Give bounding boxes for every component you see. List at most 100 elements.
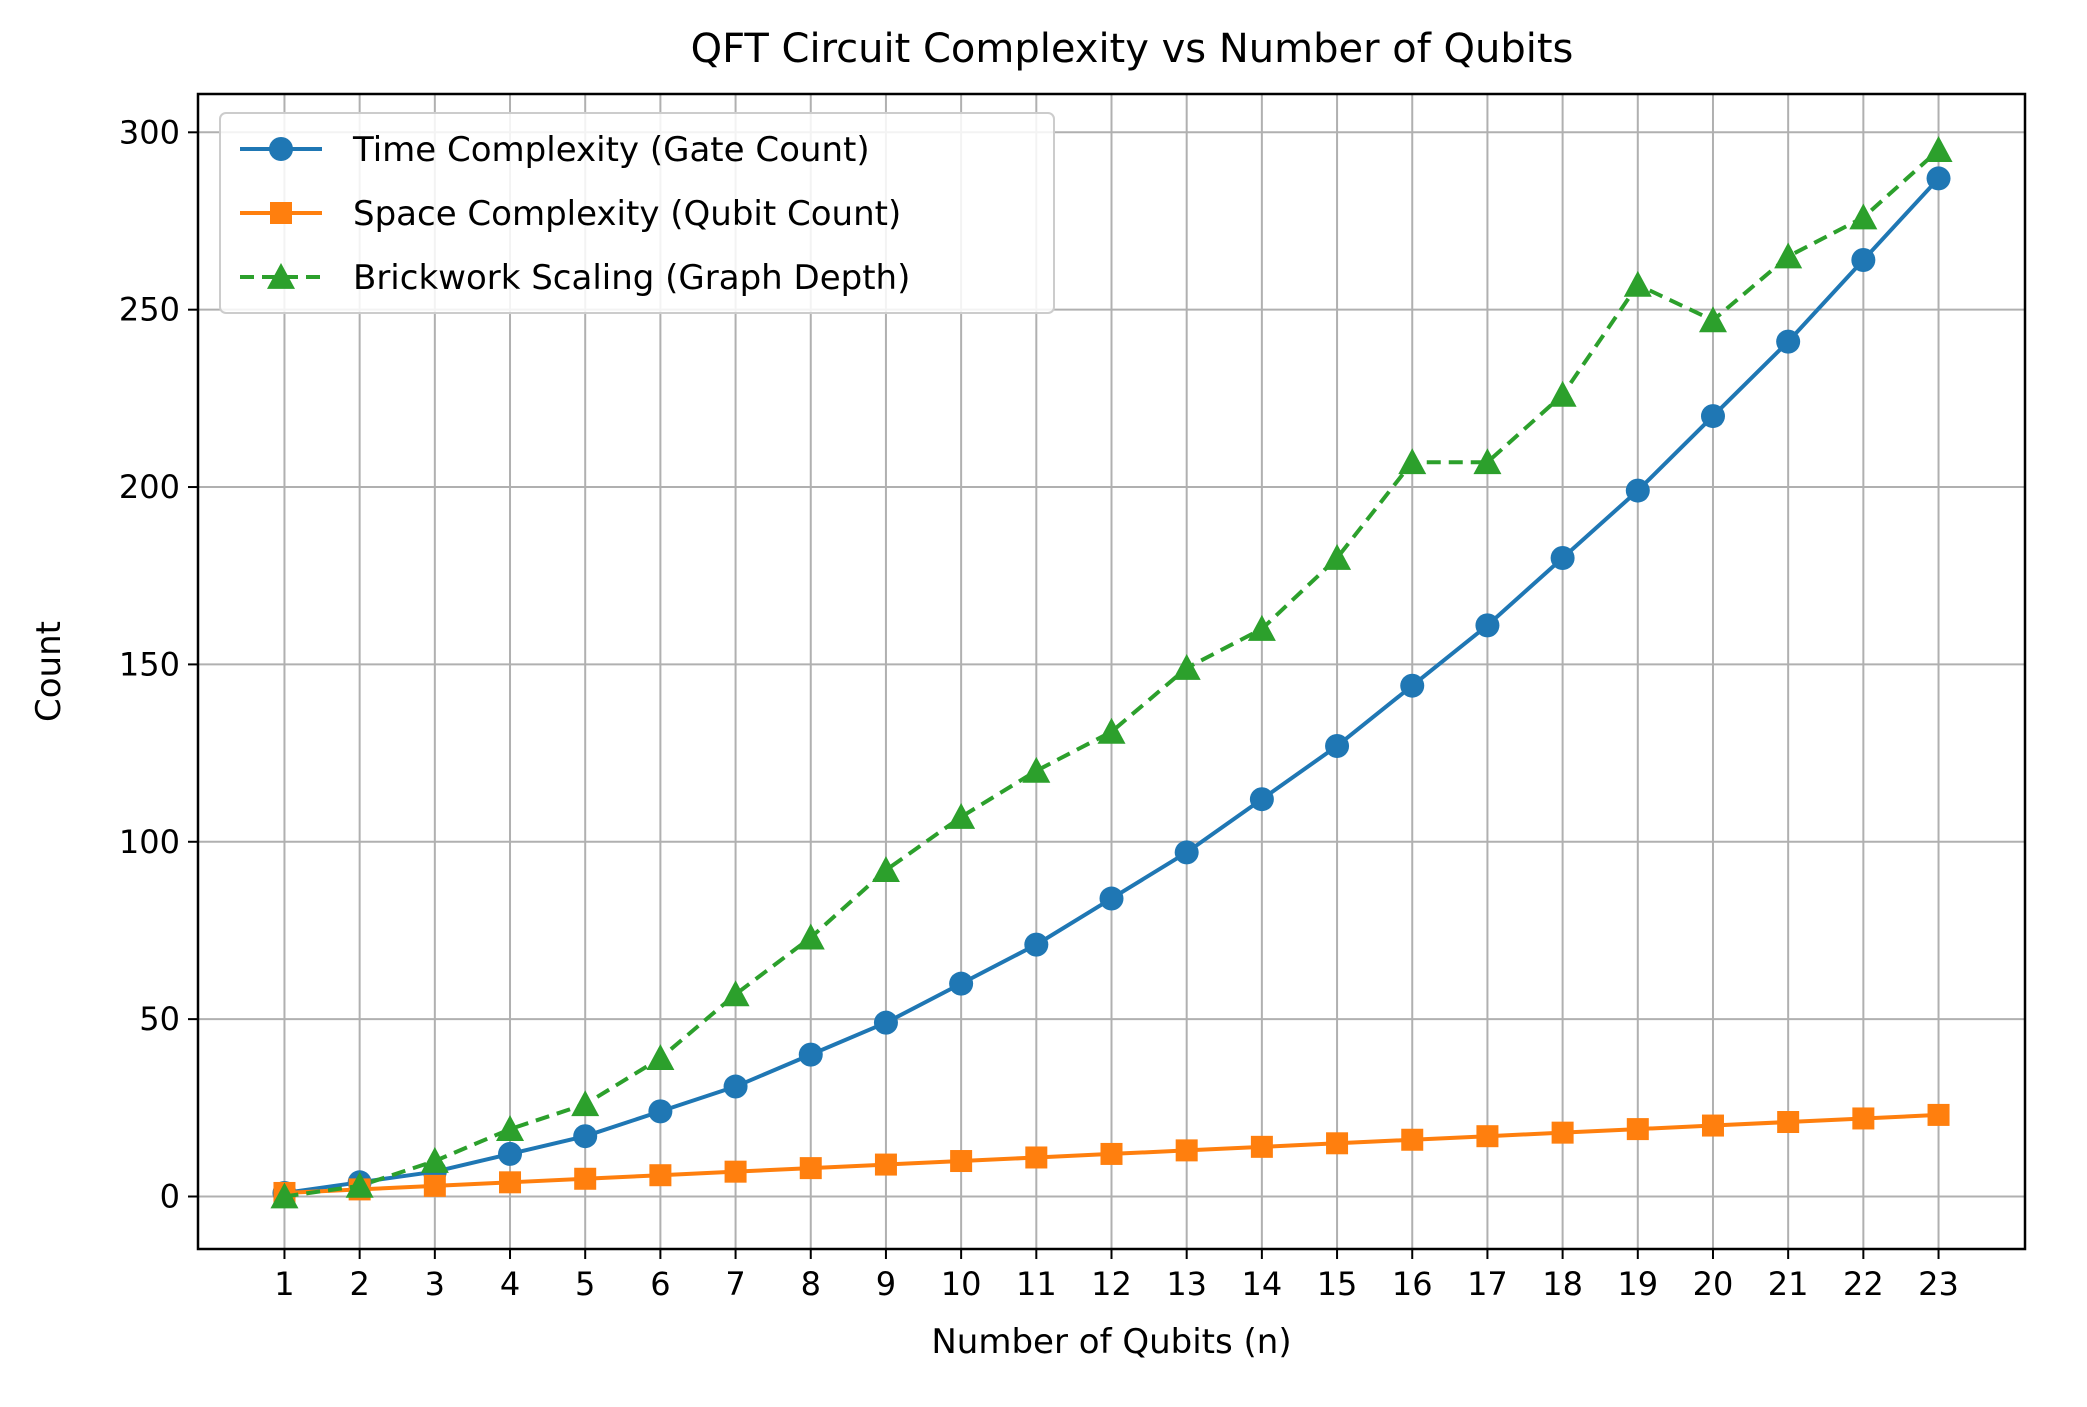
data-point (1550, 545, 1575, 570)
data-point (496, 1115, 525, 1142)
data-point (1698, 306, 1727, 333)
legend-label: Space Complexity (Qubit Count) (353, 194, 901, 234)
data-point (796, 923, 825, 950)
legend-label: Time Complexity (Gate Count) (352, 130, 870, 170)
y-tick-label: 0 (160, 1178, 180, 1216)
x-tick-label: 15 (1317, 1265, 1358, 1303)
series-line (284, 148, 1940, 1199)
x-tick-label: 20 (1693, 1265, 1734, 1303)
x-tick-label: 23 (1918, 1265, 1959, 1303)
series-layer (270, 136, 1953, 1209)
data-point (574, 1167, 597, 1190)
x-tick-label: 13 (1166, 1265, 1207, 1303)
x-tick-label: 5 (575, 1265, 595, 1303)
x-tick-label: 7 (725, 1265, 745, 1303)
data-point (1401, 1128, 1424, 1151)
data-point (498, 1141, 523, 1166)
x-tick-label: 22 (1843, 1265, 1884, 1303)
data-point (1475, 613, 1500, 638)
data-point (571, 1090, 600, 1117)
x-tick-label: 1 (274, 1265, 294, 1303)
x-tick-label: 19 (1617, 1265, 1658, 1303)
x-tick-label: 18 (1542, 1265, 1583, 1303)
legend-marker (267, 263, 295, 289)
y-tick-label: 50 (139, 1000, 180, 1038)
data-point (1776, 329, 1801, 354)
data-point (799, 1157, 822, 1180)
data-point (721, 980, 750, 1007)
data-point (1172, 653, 1201, 680)
x-tick-label: 2 (349, 1265, 369, 1303)
data-point (1099, 886, 1124, 911)
data-point (1400, 673, 1425, 698)
data-point (1097, 717, 1126, 744)
data-point (573, 1124, 598, 1149)
x-tick-label: 12 (1091, 1265, 1132, 1303)
data-point (871, 856, 900, 883)
x-tick-label: 17 (1467, 1265, 1508, 1303)
data-point (649, 1164, 672, 1187)
data-point (1924, 136, 1953, 162)
x-tick-label: 8 (801, 1265, 821, 1303)
x-tick-label: 10 (941, 1265, 982, 1303)
x-tick-label: 11 (1016, 1265, 1057, 1303)
x-axis-title: Number of Qubits (n) (931, 1322, 1291, 1362)
data-point (345, 1171, 374, 1198)
data-point (1701, 1114, 1724, 1137)
chart-title: QFT Circuit Complexity vs Number of Qubi… (691, 26, 1574, 72)
legend-marker (270, 202, 292, 224)
data-point (1325, 733, 1350, 758)
data-point (1398, 448, 1427, 475)
data-point (499, 1171, 522, 1194)
data-point (1024, 932, 1049, 957)
legend-label: Brickwork Scaling (Graph Depth) (353, 258, 910, 298)
data-point (1551, 1121, 1574, 1144)
y-axis-title: Count (29, 621, 69, 722)
data-point (950, 1150, 973, 1173)
data-point (1326, 1132, 1349, 1155)
data-point (874, 1153, 897, 1176)
x-tick-label: 9 (876, 1265, 896, 1303)
series-3 (270, 136, 1953, 1209)
data-point (724, 1160, 747, 1183)
data-point (270, 1182, 299, 1209)
data-point (1625, 478, 1650, 503)
data-point (1175, 1139, 1198, 1162)
data-point (1623, 270, 1652, 297)
data-point (648, 1099, 673, 1124)
x-tick-label: 16 (1392, 1265, 1433, 1303)
legend-marker (269, 137, 293, 161)
data-point (1174, 840, 1199, 865)
x-tick-label: 14 (1242, 1265, 1283, 1303)
legend-box (219, 112, 1055, 314)
data-point (1849, 203, 1878, 230)
y-tick-label: 300 (119, 113, 180, 151)
data-point (1548, 380, 1577, 407)
data-point (1323, 543, 1352, 570)
data-point (798, 1042, 823, 1067)
x-tick-label: 21 (1768, 1265, 1809, 1303)
data-point (1852, 1107, 1875, 1130)
data-point (1249, 787, 1274, 812)
data-point (873, 1010, 898, 1035)
data-point (646, 1044, 675, 1071)
tick-layer: 1 2 3 4 5 6 7 8 9 10 11 12 13 14 15 16 17 18 19 20 21 22 23050… (119, 113, 1959, 1303)
legend: Time Complexity (Gate Count) Space Comple… (219, 112, 1055, 314)
x-tick-label: 3 (425, 1265, 445, 1303)
data-point (1473, 448, 1502, 475)
data-point (1700, 404, 1725, 429)
data-point (423, 1174, 446, 1197)
y-tick-label: 150 (119, 645, 180, 683)
data-point (1247, 614, 1276, 641)
y-tick-label: 100 (119, 823, 180, 861)
data-point (1476, 1125, 1499, 1148)
data-point (1774, 242, 1803, 269)
data-point (1250, 1135, 1273, 1158)
data-point (1926, 166, 1951, 191)
x-tick-label: 4 (500, 1265, 520, 1303)
data-point (1927, 1103, 1950, 1126)
y-tick-label: 250 (119, 291, 180, 329)
data-point (1777, 1111, 1800, 1134)
